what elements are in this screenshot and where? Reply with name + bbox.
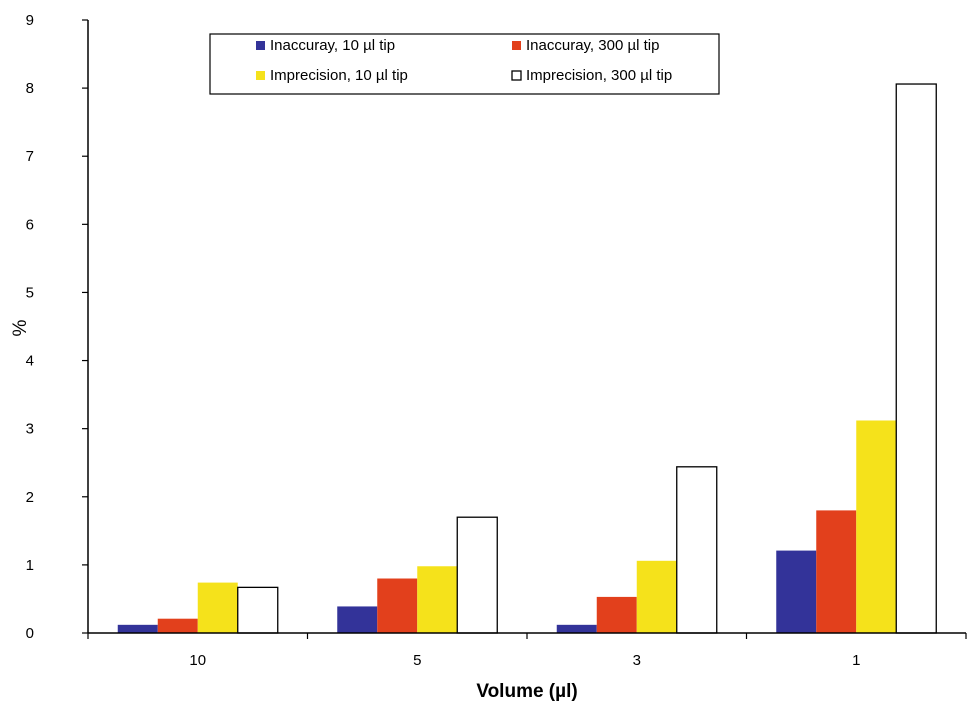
legend-label-1: Inaccuray, 10 µl tip bbox=[270, 37, 395, 54]
y-tick-label: 2 bbox=[26, 489, 34, 506]
legend-swatch-2 bbox=[512, 41, 521, 50]
bars-group bbox=[117, 83, 937, 634]
bar-3-10 bbox=[197, 582, 238, 633]
x-ticks-group: 10 5 3 1 bbox=[87, 633, 967, 669]
y-tick-label: 6 bbox=[26, 216, 34, 233]
x-tick-label: 3 bbox=[633, 652, 641, 669]
y-tick-label: 7 bbox=[26, 148, 34, 165]
y-tick-label: 5 bbox=[26, 284, 34, 301]
y-tick-label: 8 bbox=[26, 80, 34, 97]
bar-2-3 bbox=[596, 596, 637, 633]
y-axis-title: % bbox=[10, 319, 31, 336]
bar-2-10 bbox=[157, 618, 198, 633]
legend-label-4: Imprecision, 300 µl tip bbox=[526, 67, 672, 84]
legend-label-2: Inaccuray, 300 µl tip bbox=[526, 37, 659, 54]
bar-1-1 bbox=[776, 550, 817, 633]
bar-4-1 bbox=[895, 83, 937, 634]
legend-box bbox=[209, 33, 720, 95]
y-tick-label: 0 bbox=[26, 625, 34, 642]
legend-swatch-4 bbox=[511, 70, 522, 81]
x-axis-title: Volume (µl) bbox=[476, 681, 577, 702]
legend-swatch-1 bbox=[256, 41, 265, 50]
y-tick-label: 4 bbox=[26, 353, 34, 370]
legend-swatch-3 bbox=[256, 71, 265, 80]
bar-1-5 bbox=[337, 606, 378, 633]
bar-2-5 bbox=[377, 578, 418, 633]
bar-4-10 bbox=[237, 586, 279, 634]
y-tick-label: 1 bbox=[26, 557, 34, 574]
bar-1-3 bbox=[556, 624, 597, 633]
y-tick-label: 3 bbox=[26, 421, 34, 438]
x-tick-label: 5 bbox=[413, 652, 421, 669]
bar-4-3 bbox=[676, 466, 718, 634]
bar-3-5 bbox=[417, 566, 458, 633]
legend-label-3: Imprecision, 10 µl tip bbox=[270, 67, 408, 84]
bar-1-10 bbox=[117, 624, 158, 633]
bar-2-1 bbox=[816, 510, 857, 633]
x-tick-label: 1 bbox=[852, 652, 860, 669]
bar-3-3 bbox=[636, 560, 677, 633]
x-tick-label: 10 bbox=[189, 652, 206, 669]
y-tick-label: 9 bbox=[26, 12, 34, 29]
y-ticks-group: 0 1 2 3 4 5 6 7 8 9 bbox=[26, 12, 88, 642]
bar-4-5 bbox=[456, 516, 498, 634]
legend: Inaccuray, 10 µl tip Inaccuray, 300 µl ti… bbox=[209, 33, 720, 95]
bar-3-1 bbox=[856, 420, 897, 633]
